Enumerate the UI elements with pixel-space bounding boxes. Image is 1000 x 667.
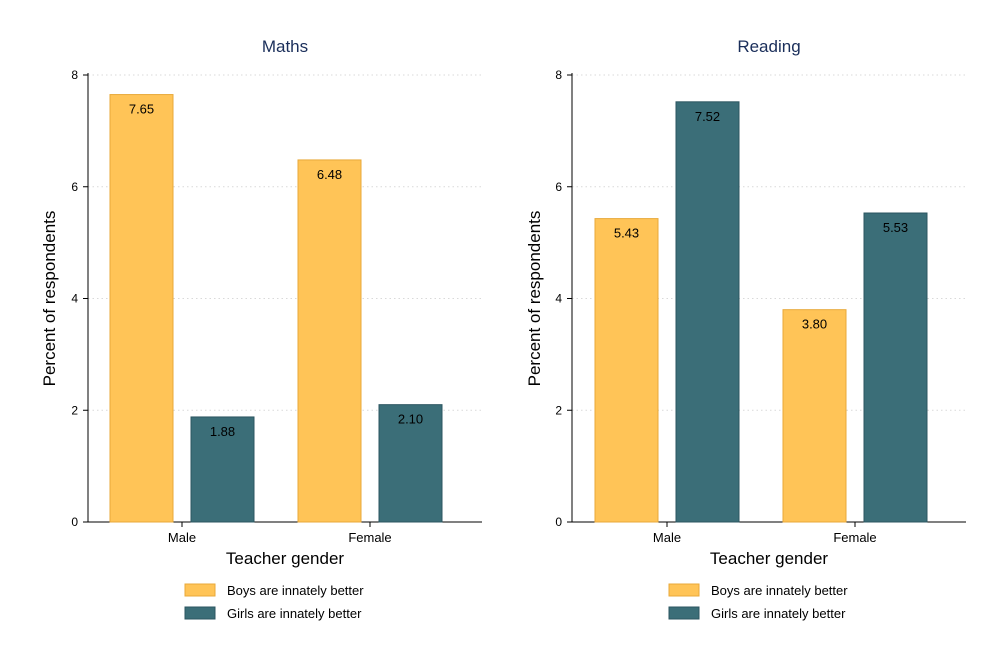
- y-tick-label: 4: [71, 292, 78, 306]
- data-label: 5.43: [614, 226, 639, 241]
- y-tick-label: 8: [555, 68, 562, 82]
- data-label: 7.52: [695, 109, 720, 124]
- y-axis-label: Percent of respondents: [525, 211, 544, 387]
- y-tick-label: 2: [555, 403, 562, 417]
- y-tick-label: 0: [555, 515, 562, 529]
- x-tick-label: Male: [653, 530, 681, 545]
- legend-label: Boys are innately better: [711, 583, 848, 598]
- data-label: 1.88: [210, 424, 235, 439]
- y-tick-label: 8: [71, 68, 78, 82]
- x-tick-label: Male: [168, 530, 196, 545]
- chart-panel-reading: 0 2 4 6 8 5.43 7.52 Male 3.80 5.53 Female Reading Te…: [525, 37, 966, 621]
- bar-boys-female: [297, 159, 362, 523]
- data-label: 7.65: [129, 102, 154, 117]
- y-tick-label: 0: [71, 515, 78, 529]
- chart-panel-maths: 0 2 4 6 8 7.65 1.88 Male 6.48 2.10 Female Maths Teac…: [40, 37, 482, 621]
- x-axis-label: Teacher gender: [710, 549, 828, 568]
- legend-label: Girls are innately better: [227, 606, 362, 621]
- data-label: 5.53: [883, 220, 908, 235]
- legend-swatch-girls: [668, 606, 700, 620]
- bar-girls-male: [190, 416, 255, 523]
- y-tick-label: 6: [555, 180, 562, 194]
- data-label: 2.10: [398, 412, 423, 427]
- legend-swatch-boys: [668, 583, 700, 597]
- y-tick-label: 4: [555, 292, 562, 306]
- legend-swatch-boys: [184, 583, 216, 597]
- data-label: 6.48: [317, 167, 342, 182]
- bar-boys-male: [109, 94, 174, 523]
- y-axis-label: Percent of respondents: [40, 211, 59, 387]
- y-tick-label: 6: [71, 180, 78, 194]
- x-tick-label: Female: [833, 530, 876, 545]
- data-label: 3.80: [802, 317, 827, 332]
- bar-girls-female: [378, 404, 443, 523]
- x-tick-label: Female: [348, 530, 391, 545]
- bar-boys-male: [594, 218, 659, 523]
- bar-girls-female: [863, 212, 928, 523]
- chart-title: Reading: [737, 37, 800, 56]
- chart-title: Maths: [262, 37, 308, 56]
- bar-girls-male: [675, 101, 740, 523]
- x-axis-label: Teacher gender: [226, 549, 344, 568]
- bar-boys-female: [782, 309, 847, 523]
- legend-label: Boys are innately better: [227, 583, 364, 598]
- y-tick-label: 2: [71, 403, 78, 417]
- legend-label: Girls are innately better: [711, 606, 846, 621]
- legend-swatch-girls: [184, 606, 216, 620]
